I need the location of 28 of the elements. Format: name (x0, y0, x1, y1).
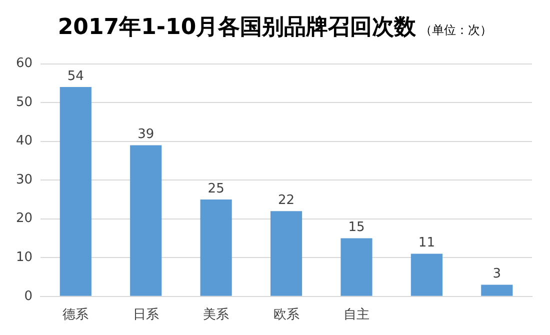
x-tick-label: 日系 (132, 308, 159, 323)
data-label: 39 (138, 127, 154, 142)
bar (60, 87, 92, 296)
y-tick-label: 60 (16, 56, 33, 72)
bar (200, 199, 232, 296)
data-label: 25 (208, 181, 224, 196)
bar (270, 211, 302, 296)
chart-subtitle: （单位：次） (420, 23, 492, 37)
data-label: 54 (67, 68, 84, 84)
data-label: 3 (492, 266, 502, 282)
chart-title: 2017年1-10月各国别品牌召回次数 (58, 15, 416, 40)
y-tick-label: 20 (16, 211, 33, 226)
y-tick-label: 40 (16, 134, 33, 149)
y-tick-label: 10 (16, 250, 33, 266)
data-label: 15 (348, 220, 365, 236)
bar (410, 254, 442, 296)
x-tick-label: 自主 (343, 306, 370, 323)
y-tick-label: 50 (16, 94, 33, 110)
bar (130, 145, 162, 296)
x-tick-label: 德系 (62, 308, 89, 323)
bar (481, 284, 513, 296)
x-tick-label: 美系 (203, 306, 230, 323)
data-label: 11 (418, 236, 435, 251)
x-tick-label: 欧系 (273, 308, 300, 323)
y-tick-label: 30 (16, 172, 33, 188)
data-label: 22 (278, 192, 295, 208)
bar (340, 238, 372, 296)
y-tick-label: 0 (24, 288, 33, 304)
